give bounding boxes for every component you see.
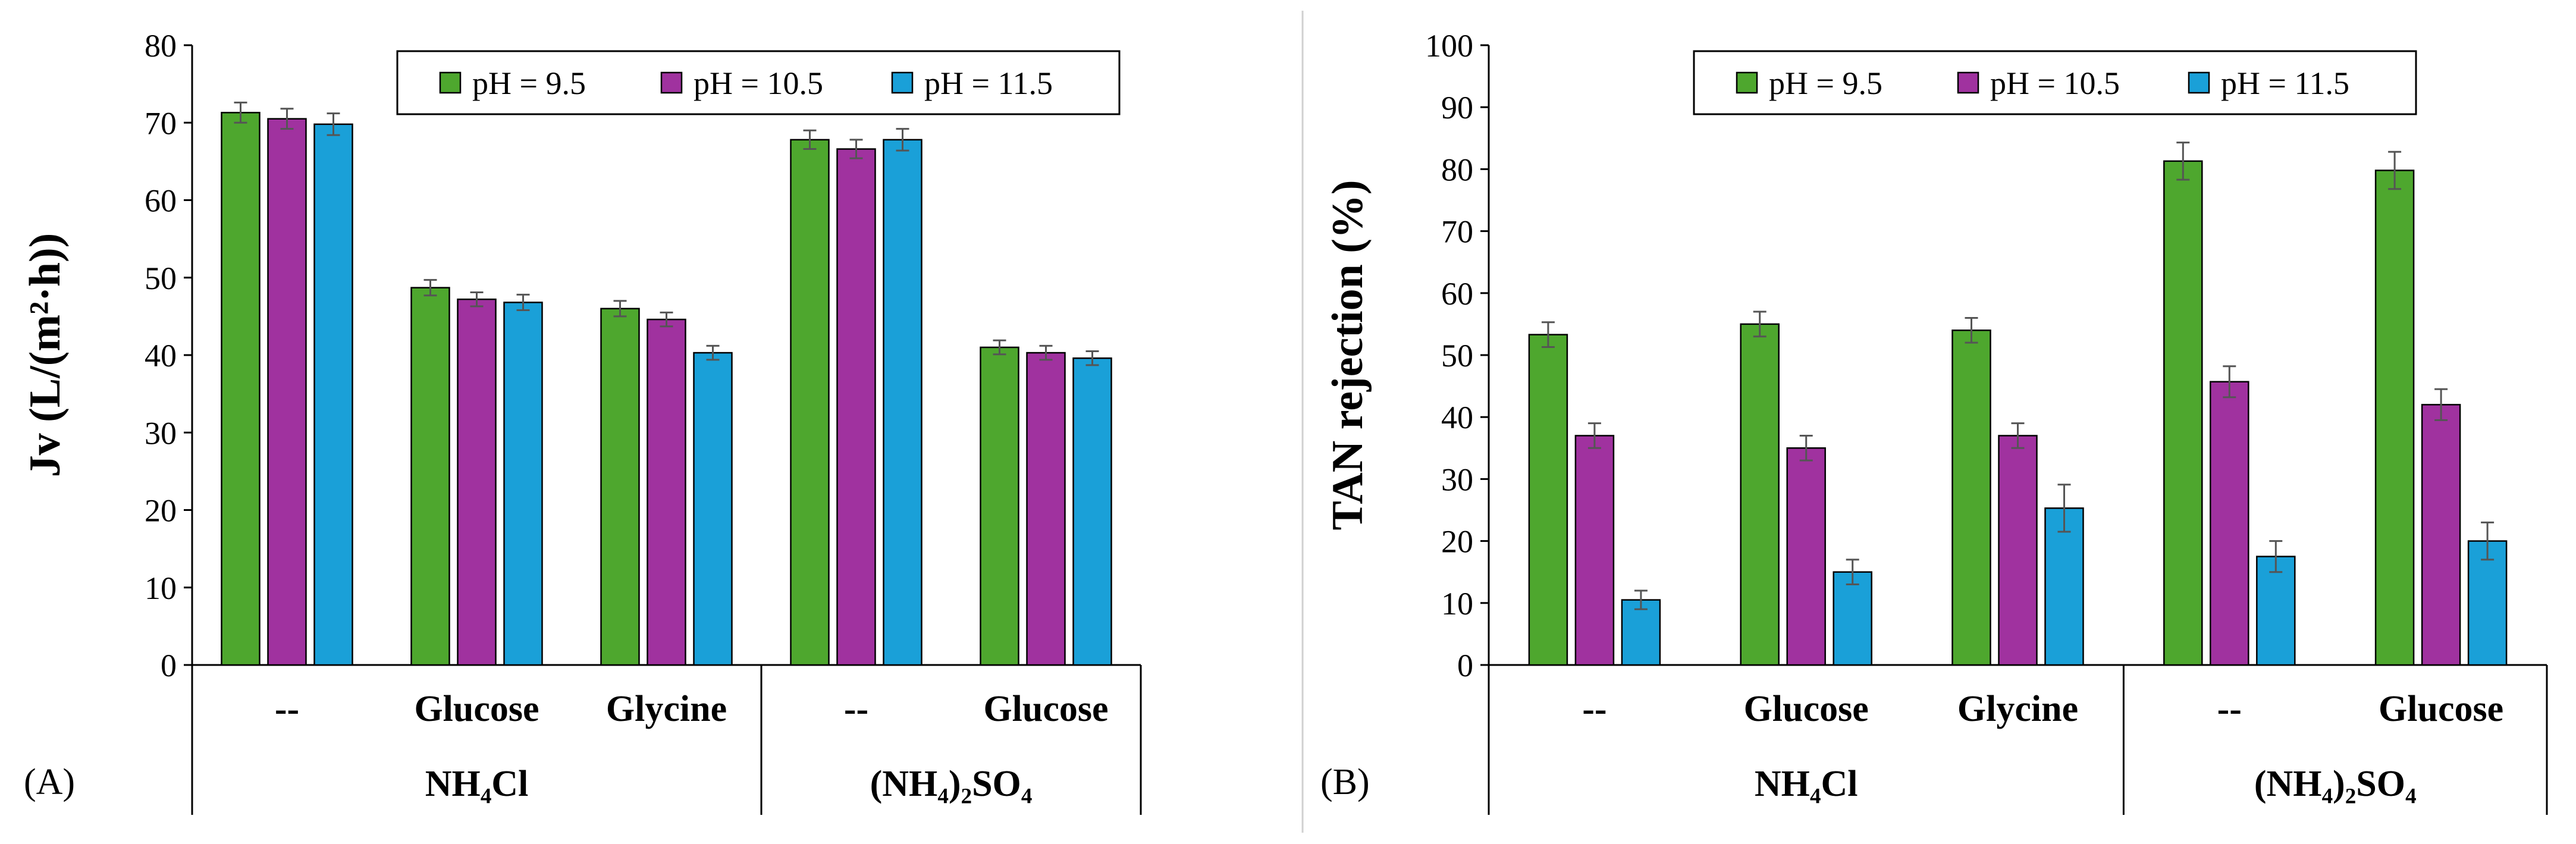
group-label: (NH₄)₂SO₄ <box>2254 764 2417 804</box>
bar <box>2044 507 2084 666</box>
bar <box>1026 352 1066 666</box>
group-label: (NH₄)₂SO₄ <box>870 764 1033 804</box>
y-tick-label: 20 <box>1441 524 1473 560</box>
y-tick-label: 20 <box>145 493 177 529</box>
bar <box>2374 170 2415 666</box>
category-label: -- <box>275 689 299 729</box>
y-tick-label: 90 <box>1441 90 1473 125</box>
bar <box>1951 330 1991 666</box>
y-tick-label: 30 <box>1441 462 1473 497</box>
bar <box>1621 599 1661 666</box>
y-tick-label: 10 <box>1441 586 1473 622</box>
bar <box>313 123 353 666</box>
bar <box>457 298 497 666</box>
legend-swatch <box>439 71 462 94</box>
legend-label: pH = 11.5 <box>2221 65 2349 101</box>
bar <box>2210 381 2249 666</box>
y-tick-label: 100 <box>1425 28 1473 64</box>
category-label: Glucose <box>414 689 539 729</box>
bar <box>1072 357 1112 666</box>
bar <box>2163 160 2203 666</box>
category-label: Glucose <box>983 689 1108 729</box>
bar <box>693 352 733 666</box>
bar <box>2467 540 2508 666</box>
y-tick-label: 40 <box>145 338 177 374</box>
y-axis-title: Jv (L/(m²·h)) <box>21 233 70 478</box>
y-tick-label: 70 <box>1441 214 1473 250</box>
y-tick-label: 0 <box>161 648 177 683</box>
legend-swatch <box>891 71 914 94</box>
bar <box>1998 435 2038 666</box>
y-tick-label: 80 <box>1441 152 1473 187</box>
y-tick-label: 60 <box>1441 276 1473 312</box>
legend-box <box>396 50 1121 115</box>
bar <box>836 148 876 666</box>
panel-label: (A) <box>24 762 75 802</box>
legend-box <box>1693 50 2417 115</box>
bar <box>1833 571 1872 666</box>
legend-label: pH = 9.5 <box>1769 65 1882 101</box>
bar <box>221 112 261 666</box>
bar <box>1574 435 1615 666</box>
bar <box>267 118 307 666</box>
group-label: NH₄Cl <box>425 764 529 804</box>
y-tick-label: 40 <box>1441 400 1473 435</box>
bar <box>883 139 923 666</box>
category-label: -- <box>1582 689 1607 729</box>
y-tick-label: 10 <box>145 570 177 606</box>
y-tick-label: 30 <box>145 415 177 451</box>
y-tick-label: 70 <box>145 105 177 141</box>
y-axis-title: TAN rejection (%) <box>1323 180 1372 530</box>
legend-swatch <box>2188 71 2210 94</box>
bar <box>647 318 686 666</box>
legend-label: pH = 9.5 <box>472 65 586 101</box>
category-label: Glycine <box>1957 689 2078 729</box>
legend-swatch <box>660 71 683 94</box>
panel-label: (B) <box>1320 762 1370 802</box>
panel-a-jv-chart: 0 10 20 30 40 50 60 70 80 Jv (L/(m²·h)) NH₄Cl (NH₄)… <box>21 28 1142 815</box>
group-label: NH₄Cl <box>1755 764 1858 804</box>
bar <box>503 302 543 666</box>
bar <box>1528 334 1568 666</box>
bar <box>2421 404 2461 666</box>
category-label: Glycine <box>606 689 727 729</box>
category-label: -- <box>2217 689 2242 729</box>
y-tick-label: 50 <box>1441 338 1473 374</box>
y-tick-label: 80 <box>145 28 177 64</box>
bar <box>1786 447 1826 666</box>
legend-label: pH = 10.5 <box>1990 65 2120 101</box>
bar <box>2256 556 2296 666</box>
bar <box>1740 323 1780 666</box>
category-label: Glucose <box>1744 689 1869 729</box>
panel-b-tan-rejection-chart: 0 10 20 30 40 50 60 70 80 90 100 TAN rejection (%) N… <box>1320 28 2548 815</box>
category-label: Glucose <box>2379 689 2503 729</box>
legend-label: pH = 11.5 <box>924 65 1053 101</box>
legend-label: pH = 10.5 <box>694 65 823 101</box>
category-label: -- <box>844 689 868 729</box>
legend-swatch <box>1957 71 1979 94</box>
bar <box>980 346 1019 666</box>
bar <box>410 287 450 666</box>
legend-swatch <box>1736 71 1758 94</box>
y-tick-label: 60 <box>145 183 177 219</box>
bar <box>600 308 640 666</box>
y-tick-label: 0 <box>1457 648 1473 683</box>
y-tick-label: 50 <box>145 261 177 296</box>
bar <box>790 139 830 666</box>
